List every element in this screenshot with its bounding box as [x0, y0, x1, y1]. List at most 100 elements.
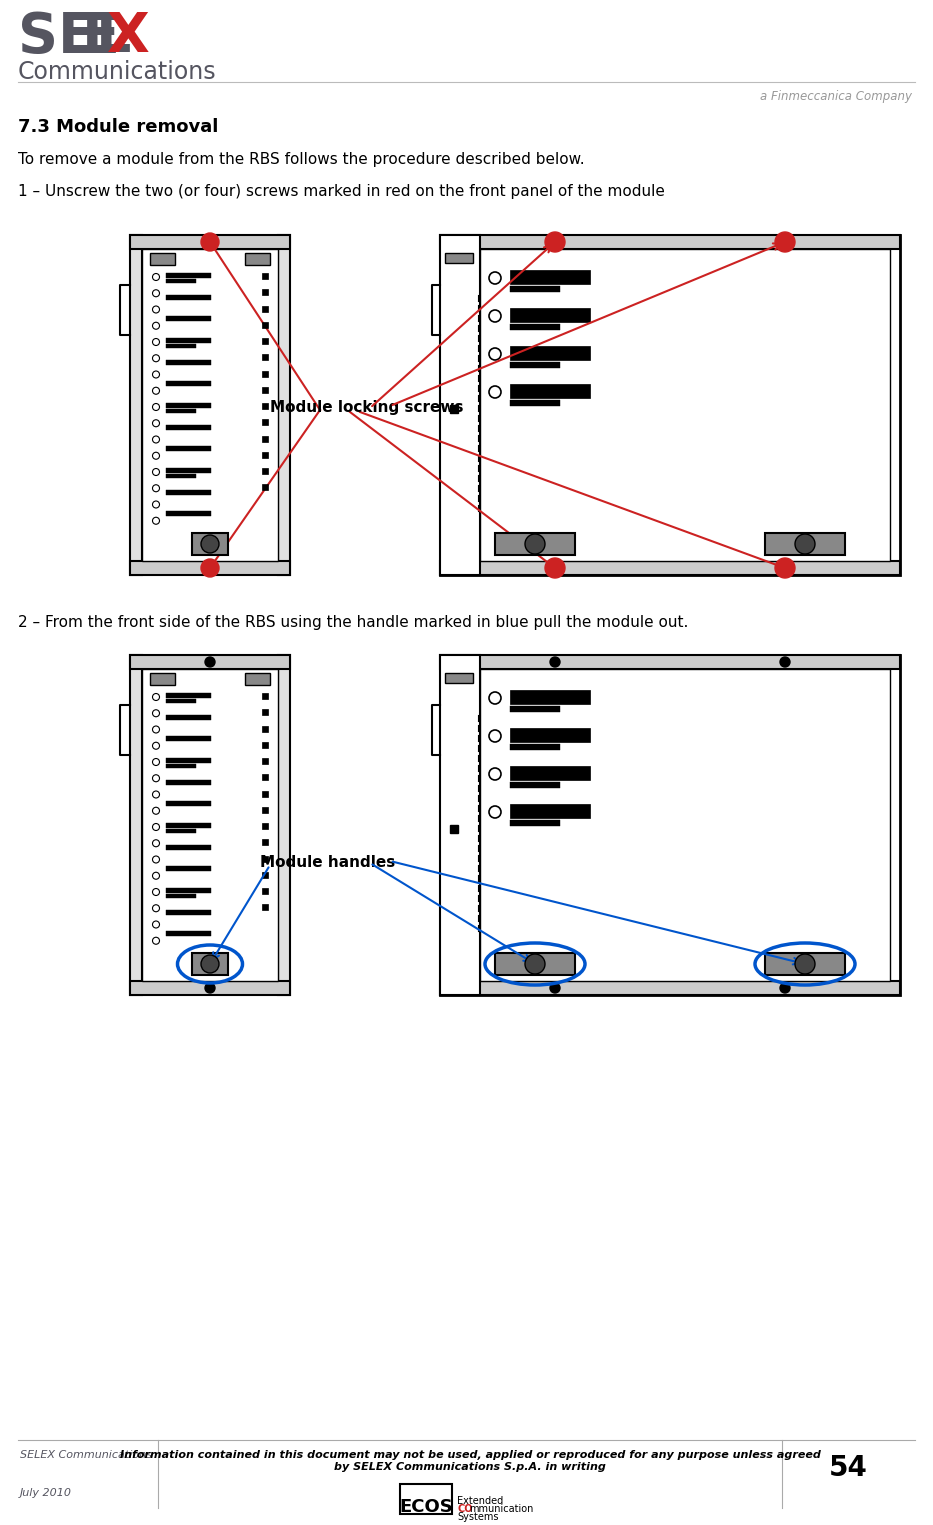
- Circle shape: [489, 730, 501, 743]
- Circle shape: [775, 558, 795, 578]
- Circle shape: [152, 273, 160, 281]
- Circle shape: [152, 775, 160, 782]
- Bar: [440, 235, 480, 575]
- Circle shape: [152, 307, 160, 313]
- Bar: [166, 758, 211, 762]
- Bar: [262, 726, 268, 732]
- Circle shape: [545, 232, 565, 252]
- Bar: [262, 273, 268, 279]
- Bar: [166, 316, 211, 322]
- Bar: [262, 839, 268, 845]
- Bar: [166, 715, 211, 720]
- Bar: [166, 764, 196, 769]
- Bar: [166, 360, 211, 364]
- Circle shape: [152, 485, 160, 491]
- Bar: [166, 490, 211, 494]
- Circle shape: [795, 534, 815, 554]
- Bar: [192, 953, 228, 974]
- Bar: [245, 253, 270, 265]
- Circle shape: [152, 355, 160, 361]
- Bar: [262, 403, 268, 409]
- Text: July 2010: July 2010: [20, 1488, 72, 1498]
- Bar: [130, 561, 290, 575]
- Bar: [142, 249, 278, 561]
- Bar: [440, 656, 900, 994]
- Bar: [510, 689, 590, 705]
- Text: 2 – From the front side of the RBS using the handle marked in blue pull the modu: 2 – From the front side of the RBS using…: [18, 615, 689, 630]
- Bar: [166, 932, 211, 936]
- Bar: [166, 866, 211, 871]
- Circle shape: [152, 290, 160, 297]
- Circle shape: [489, 348, 501, 360]
- Bar: [166, 845, 211, 849]
- Bar: [166, 339, 211, 343]
- Text: 54: 54: [829, 1453, 868, 1482]
- Circle shape: [152, 322, 160, 329]
- Bar: [510, 820, 560, 827]
- Bar: [262, 322, 268, 328]
- Circle shape: [489, 692, 501, 705]
- Text: To remove a module from the RBS follows the procedure described below.: To remove a module from the RBS follows …: [18, 152, 585, 168]
- Bar: [262, 872, 268, 878]
- Bar: [142, 669, 278, 981]
- Text: X: X: [107, 11, 150, 64]
- Circle shape: [152, 709, 160, 717]
- Bar: [262, 888, 268, 894]
- Bar: [510, 782, 560, 788]
- Circle shape: [152, 404, 160, 410]
- Circle shape: [201, 233, 219, 252]
- Bar: [262, 387, 268, 393]
- Circle shape: [795, 955, 815, 974]
- Circle shape: [550, 984, 560, 993]
- Circle shape: [152, 468, 160, 476]
- Bar: [440, 981, 900, 994]
- Bar: [166, 910, 211, 915]
- Bar: [440, 656, 900, 669]
- Circle shape: [205, 657, 215, 666]
- Circle shape: [152, 872, 160, 880]
- Circle shape: [152, 840, 160, 846]
- Bar: [166, 511, 211, 517]
- Circle shape: [152, 371, 160, 378]
- Bar: [262, 290, 268, 296]
- Bar: [510, 346, 590, 360]
- Bar: [445, 253, 473, 262]
- Circle shape: [780, 657, 790, 666]
- Bar: [510, 361, 560, 368]
- Text: Systems: Systems: [457, 1511, 498, 1522]
- Bar: [765, 953, 845, 974]
- Bar: [440, 561, 900, 575]
- Circle shape: [152, 726, 160, 734]
- Bar: [166, 474, 196, 477]
- Bar: [262, 758, 268, 764]
- Bar: [166, 409, 196, 413]
- Text: Information contained in this document may not be used, applied or reproduced fo: Information contained in this document m…: [119, 1450, 820, 1472]
- Bar: [262, 354, 268, 360]
- Circle shape: [152, 807, 160, 814]
- Bar: [262, 904, 268, 910]
- Bar: [166, 692, 211, 698]
- Bar: [450, 406, 458, 413]
- Bar: [130, 235, 290, 249]
- Circle shape: [201, 955, 219, 973]
- Bar: [510, 323, 560, 329]
- Bar: [150, 253, 175, 265]
- Circle shape: [489, 310, 501, 322]
- Bar: [166, 468, 211, 473]
- Circle shape: [152, 743, 160, 749]
- Circle shape: [775, 232, 795, 252]
- Text: Extended: Extended: [457, 1496, 503, 1507]
- Bar: [166, 894, 196, 898]
- Bar: [262, 807, 268, 813]
- Circle shape: [152, 824, 160, 831]
- Bar: [166, 779, 211, 785]
- Bar: [166, 381, 211, 386]
- Bar: [130, 656, 142, 994]
- Bar: [130, 235, 142, 575]
- Bar: [166, 403, 211, 409]
- Bar: [510, 270, 590, 284]
- Bar: [262, 419, 268, 425]
- Bar: [166, 294, 211, 300]
- Bar: [262, 692, 268, 698]
- Circle shape: [152, 856, 160, 863]
